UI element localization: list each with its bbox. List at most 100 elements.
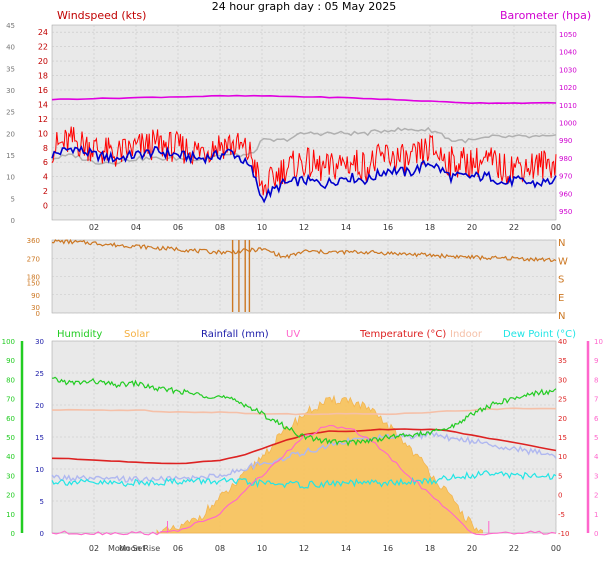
x-tick-label: 06 bbox=[173, 544, 183, 553]
tick-label-temperature: 10 bbox=[558, 453, 567, 461]
tick-label-left-inner: 10 bbox=[38, 129, 48, 138]
x-tick-label: 18 bbox=[425, 223, 435, 232]
x-tick-label: 14 bbox=[341, 544, 351, 553]
tick-label-direction: 0 bbox=[36, 310, 40, 318]
tick-label-left-outer: 5 bbox=[11, 195, 15, 203]
series-max-wind bbox=[51, 126, 557, 165]
legend-item: Dew Point (°C) bbox=[503, 329, 576, 340]
compass-label: S bbox=[558, 275, 564, 286]
tick-label-left-inner: 16 bbox=[38, 86, 48, 95]
wind-series bbox=[51, 94, 557, 204]
x-tick-label: 02 bbox=[89, 544, 99, 553]
moon-set-label: Moon Set bbox=[108, 544, 145, 553]
x-tick-label: 06 bbox=[173, 223, 183, 232]
x-tick-label: 10 bbox=[257, 223, 267, 232]
x-tick-label: 14 bbox=[341, 223, 351, 232]
tick-label-right: 1000 bbox=[559, 120, 577, 128]
tick-label-left-outer: 35 bbox=[6, 65, 15, 73]
tick-label-temperature: 0 bbox=[558, 492, 562, 500]
tick-label-uv: 10 bbox=[594, 338, 603, 346]
tick-label-rain: 0 bbox=[40, 530, 44, 538]
tick-label-uv: 8 bbox=[594, 376, 598, 384]
wind-grid bbox=[52, 25, 557, 220]
tick-label-rain: 15 bbox=[35, 434, 44, 442]
x-tick-label: 00 bbox=[551, 223, 561, 232]
tick-label-left-inner: 22 bbox=[38, 43, 48, 52]
direction-grid bbox=[52, 239, 557, 314]
tick-label-left-outer: 0 bbox=[11, 217, 15, 225]
x-tick-label: 08 bbox=[215, 223, 225, 232]
tick-label-temperature: 25 bbox=[558, 396, 567, 404]
series-dewpoint bbox=[51, 470, 557, 489]
x-tick-label: 22 bbox=[509, 223, 519, 232]
compass-label: E bbox=[558, 293, 564, 304]
tick-label-temperature: 35 bbox=[558, 357, 567, 365]
series-low-temp bbox=[51, 431, 557, 484]
legend-item: Indoor bbox=[450, 329, 483, 340]
tick-label-temperature: 5 bbox=[558, 472, 562, 480]
tick-label-temperature: -10 bbox=[558, 530, 569, 538]
tick-label-humidity: 80 bbox=[6, 376, 15, 384]
tick-label-temperature: -5 bbox=[558, 511, 565, 519]
tick-label-uv: 7 bbox=[594, 396, 598, 404]
tick-label-temperature: 15 bbox=[558, 434, 567, 442]
series-barometer bbox=[51, 94, 557, 105]
tick-label-right: 1030 bbox=[559, 66, 577, 74]
series-indoor bbox=[52, 407, 557, 416]
tick-label-rain: 30 bbox=[35, 338, 44, 346]
tick-label-rain: 5 bbox=[40, 498, 44, 506]
tick-label-humidity: 50 bbox=[6, 434, 15, 442]
legend-item: Humidity bbox=[57, 329, 102, 340]
tick-label-right: 960 bbox=[559, 190, 572, 198]
tick-label-uv: 2 bbox=[594, 492, 598, 500]
tick-label-left-outer: 40 bbox=[6, 44, 15, 52]
compass-label: N bbox=[558, 238, 565, 249]
tick-label-left-inner: 2 bbox=[43, 187, 48, 196]
tick-label-humidity: 90 bbox=[6, 357, 15, 365]
tick-label-humidity: 40 bbox=[6, 453, 15, 461]
tick-label-uv: 1 bbox=[594, 511, 598, 519]
tick-label-direction: 180 bbox=[27, 274, 40, 282]
legend-item: UV bbox=[286, 329, 300, 340]
tick-label-right: 980 bbox=[559, 155, 572, 163]
tick-label-right: 1050 bbox=[559, 31, 577, 39]
tick-label-uv: 9 bbox=[594, 357, 598, 365]
tick-label-left-inner: 0 bbox=[43, 202, 48, 211]
x-tick-label: 08 bbox=[215, 544, 225, 553]
compass-label: N bbox=[558, 311, 565, 322]
tick-label-left-outer: 15 bbox=[6, 152, 15, 160]
tick-label-rain: 10 bbox=[35, 466, 44, 474]
tick-label-left-outer: 10 bbox=[6, 174, 15, 182]
tick-label-left-outer: 25 bbox=[6, 109, 15, 117]
tick-label-direction: 150 bbox=[27, 280, 40, 288]
x-tick-label: 04 bbox=[131, 223, 141, 232]
direction-series bbox=[51, 238, 557, 312]
tick-label-left-inner: 12 bbox=[38, 115, 48, 124]
x-tick-label: 02 bbox=[89, 223, 99, 232]
tick-label-direction: 270 bbox=[27, 255, 40, 263]
tick-label-left-inner: 6 bbox=[43, 158, 48, 167]
climate-series bbox=[51, 376, 557, 536]
tick-label-uv: 4 bbox=[594, 453, 599, 461]
legend-item: Rainfall (mm) bbox=[201, 329, 269, 340]
tick-label-uv: 3 bbox=[594, 472, 598, 480]
x-tick-label: 16 bbox=[383, 223, 393, 232]
x-tick-label: 10 bbox=[257, 544, 267, 553]
wind-title: Windspeed (kts) bbox=[57, 9, 146, 22]
tick-label-temperature: 40 bbox=[558, 338, 567, 346]
tick-label-right: 1040 bbox=[559, 49, 577, 57]
tick-label-left-inner: 8 bbox=[43, 144, 48, 153]
tick-label-temperature: 30 bbox=[558, 376, 567, 384]
tick-label-left-inner: 18 bbox=[38, 72, 48, 81]
tick-label-humidity: 30 bbox=[6, 472, 15, 480]
tick-label-temperature: 20 bbox=[558, 415, 567, 423]
tick-label-humidity: 100 bbox=[2, 338, 15, 346]
moon-rise-label: Moon Rise bbox=[119, 544, 160, 553]
tick-label-direction: 30 bbox=[31, 304, 40, 312]
tick-label-left-inner: 24 bbox=[38, 28, 48, 37]
tick-label-uv: 5 bbox=[594, 434, 598, 442]
x-tick-label: 12 bbox=[299, 223, 309, 232]
series-humidity bbox=[52, 376, 557, 447]
